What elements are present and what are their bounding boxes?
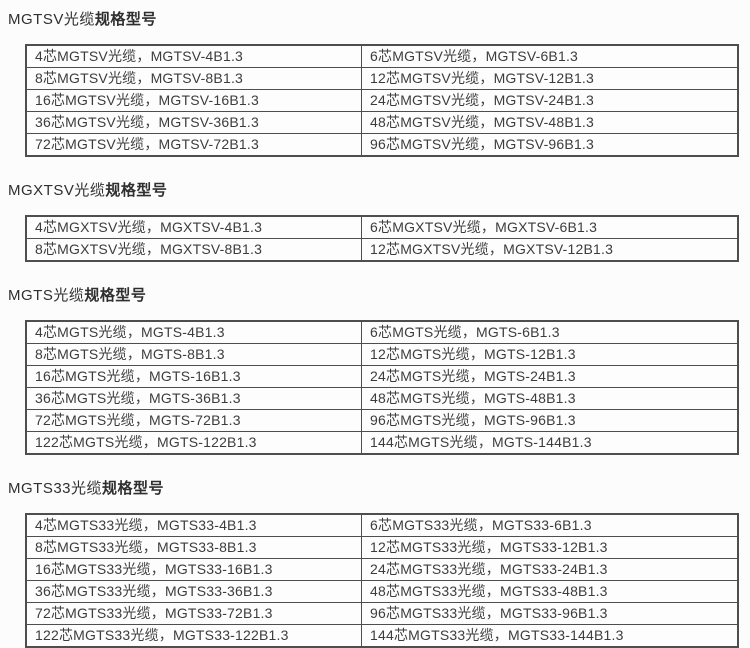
spec-cell: 72芯MGTSV光缆，MGTSV-72B1.3 [25,133,363,157]
table-row: 36芯MGTS光缆，MGTS-36B1.3 48芯MGTS光缆，MGTS-48B1… [25,387,739,410]
section-heading-prefix: MGTSV光缆 [8,11,95,28]
spec-cell: 4芯MGTS光缆，MGTS-4B1.3 [25,320,363,344]
table-row: 8芯MGTS33光缆，MGTS33-8B1.3 12芯MGTS33光缆，MGTS3… [25,536,739,559]
table-row: 4芯MGTS光缆，MGTS-4B1.3 6芯MGTS光缆，MGTS-6B1.3 [25,320,739,344]
spec-table: 4芯MGTS光缆，MGTS-4B1.3 6芯MGTS光缆，MGTS-6B1.3 8芯… [25,320,739,455]
spec-cell: 72芯MGTS33光缆，MGTS33-72B1.3 [25,602,363,625]
spec-cell: 4芯MGXTSV光缆，MGXTSV-4B1.3 [25,215,363,239]
spec-cell: 8芯MGTSV光缆，MGTSV-8B1.3 [25,67,363,90]
spec-cell: 24芯MGTS33光缆，MGTS33-24B1.3 [361,558,739,581]
spec-cell: 144芯MGTS光缆，MGTS-144B1.3 [361,431,739,455]
spec-cell: 36芯MGTSV光缆，MGTSV-36B1.3 [25,111,363,134]
spec-cell: 122芯MGTS33光缆，MGTS33-122B1.3 [25,624,363,648]
spec-cell: 24芯MGTSV光缆，MGTSV-24B1.3 [361,89,739,112]
spec-cell: 16芯MGTSV光缆，MGTSV-16B1.3 [25,89,363,112]
section-heading-suffix: 规格型号 [102,480,165,497]
spec-table: 4芯MGXTSV光缆，MGXTSV-4B1.3 6芯MGXTSV光缆，MGXTSV… [25,215,739,262]
table-row: 8芯MGTSV光缆，MGTSV-8B1.3 12芯MGTSV光缆，MGTSV-12… [25,67,739,90]
table-row: 72芯MGTS光缆，MGTS-72B1.3 96芯MGTS光缆，MGTS-96B1… [25,409,739,432]
table-row: 122芯MGTS光缆，MGTS-122B1.3 144芯MGTS光缆，MGTS-1… [25,431,739,455]
section-heading-prefix: MGTS33光缆 [8,480,103,497]
section-heading-suffix: 规格型号 [94,11,157,28]
spec-cell: 96芯MGTSV光缆，MGTSV-96B1.3 [361,133,739,157]
spec-cell: 8芯MGTS光缆，MGTS-8B1.3 [25,343,363,366]
spec-cell: 8芯MGXTSV光缆，MGXTSV-8B1.3 [25,238,363,262]
table-row: 16芯MGTS33光缆，MGTS33-16B1.3 24芯MGTS33光缆，MGT… [25,558,739,581]
table-row: 4芯MGXTSV光缆，MGXTSV-4B1.3 6芯MGXTSV光缆，MGXTSV… [25,215,739,239]
spec-cell: 12芯MGTS光缆，MGTS-12B1.3 [361,343,739,366]
section-heading: MGTS33光缆规格型号 [8,477,740,498]
spec-cell: 72芯MGTS光缆，MGTS-72B1.3 [25,409,363,432]
spec-cell: 24芯MGTS光缆，MGTS-24B1.3 [361,365,739,388]
table-row: 36芯MGTSV光缆，MGTSV-36B1.3 48芯MGTSV光缆，MGTSV-… [25,111,739,134]
spec-cell: 4芯MGTSV光缆，MGTSV-4B1.3 [25,44,363,68]
spec-cell: 122芯MGTS光缆，MGTS-122B1.3 [25,431,363,455]
spec-cell: 16芯MGTS光缆，MGTS-16B1.3 [25,365,363,388]
table-row: 4芯MGTSV光缆，MGTSV-4B1.3 6芯MGTSV光缆，MGTSV-6B1… [25,44,739,68]
table-row: 8芯MGXTSV光缆，MGXTSV-8B1.3 12芯MGXTSV光缆，MGXTS… [25,238,739,262]
table-row: 16芯MGTSV光缆，MGTSV-16B1.3 24芯MGTSV光缆，MGTSV-… [25,89,739,112]
spec-cell: 48芯MGTS光缆，MGTS-48B1.3 [361,387,739,410]
table-row: 72芯MGTSV光缆，MGTSV-72B1.3 96芯MGTSV光缆，MGTSV-… [25,133,739,157]
spec-cell: 48芯MGTSV光缆，MGTSV-48B1.3 [361,111,739,134]
spec-section: MGTSV光缆规格型号 4芯MGTSV光缆，MGTSV-4B1.3 6芯MGTSV… [8,8,740,157]
spec-section: MGTS33光缆规格型号 4芯MGTS33光缆，MGTS33-4B1.3 6芯MG… [8,477,740,648]
spec-cell: 48芯MGTS33光缆，MGTS33-48B1.3 [361,580,739,603]
spec-cell: 6芯MGTSV光缆，MGTSV-6B1.3 [361,44,739,68]
table-row: 16芯MGTS光缆，MGTS-16B1.3 24芯MGTS光缆，MGTS-24B1… [25,365,739,388]
spec-cell: 36芯MGTS光缆，MGTS-36B1.3 [25,387,363,410]
spec-cell: 96芯MGTS光缆，MGTS-96B1.3 [361,409,739,432]
section-heading-prefix: MGTS光缆 [8,287,85,304]
spec-cell: 36芯MGTS33光缆，MGTS33-36B1.3 [25,580,363,603]
section-heading: MGTS光缆规格型号 [8,284,740,305]
spec-cell: 6芯MGTS33光缆，MGTS33-6B1.3 [361,513,739,537]
section-heading-prefix: MGXTSV光缆 [8,182,106,199]
spec-cell: 16芯MGTS33光缆，MGTS33-16B1.3 [25,558,363,581]
table-row: 8芯MGTS光缆，MGTS-8B1.3 12芯MGTS光缆，MGTS-12B1.3 [25,343,739,366]
spec-cell: 6芯MGTS光缆，MGTS-6B1.3 [361,320,739,344]
spec-cell: 12芯MGTS33光缆，MGTS33-12B1.3 [361,536,739,559]
spec-cell: 12芯MGTSV光缆，MGTSV-12B1.3 [361,67,739,90]
table-row: 72芯MGTS33光缆，MGTS33-72B1.3 96芯MGTS33光缆，MGT… [25,602,739,625]
spec-table: 4芯MGTSV光缆，MGTSV-4B1.3 6芯MGTSV光缆，MGTSV-6B1… [25,44,739,157]
section-heading: MGXTSV光缆规格型号 [8,179,740,200]
spec-table: 4芯MGTS33光缆，MGTS33-4B1.3 6芯MGTS33光缆，MGTS33… [25,513,739,648]
spec-cell: 12芯MGXTSV光缆，MGXTSV-12B1.3 [361,238,739,262]
section-heading-suffix: 规格型号 [105,182,168,199]
section-heading: MGTSV光缆规格型号 [8,8,740,29]
table-row: 4芯MGTS33光缆，MGTS33-4B1.3 6芯MGTS33光缆，MGTS33… [25,513,739,537]
spec-section: MGXTSV光缆规格型号 4芯MGXTSV光缆，MGXTSV-4B1.3 6芯MG… [8,179,740,262]
spec-cell: 8芯MGTS33光缆，MGTS33-8B1.3 [25,536,363,559]
section-heading-suffix: 规格型号 [84,287,147,304]
table-row: 36芯MGTS33光缆，MGTS33-36B1.3 48芯MGTS33光缆，MGT… [25,580,739,603]
spec-cell: 4芯MGTS33光缆，MGTS33-4B1.3 [25,513,363,537]
spec-cell: 96芯MGTS33光缆，MGTS33-96B1.3 [361,602,739,625]
spec-cell: 6芯MGXTSV光缆，MGXTSV-6B1.3 [361,215,739,239]
spec-section: MGTS光缆规格型号 4芯MGTS光缆，MGTS-4B1.3 6芯MGTS光缆，M… [8,284,740,455]
